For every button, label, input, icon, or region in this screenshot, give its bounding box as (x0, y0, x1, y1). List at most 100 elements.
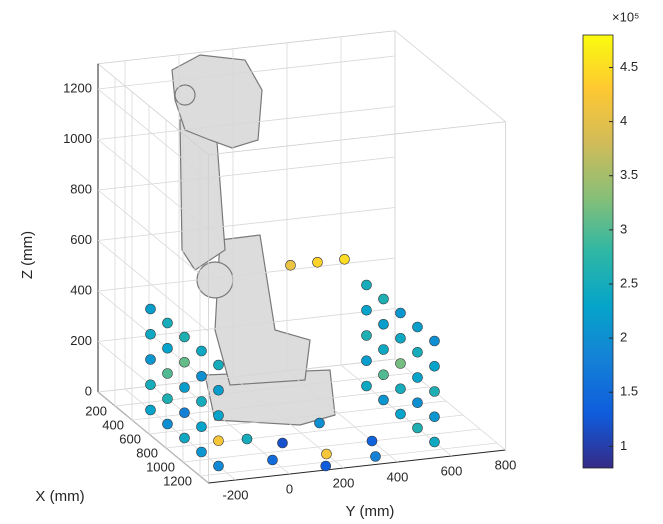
x-tick-label: 1000 (146, 459, 175, 474)
point (145, 328, 156, 340)
point (179, 331, 190, 343)
point (196, 345, 207, 357)
point (213, 410, 224, 421)
point (213, 359, 224, 371)
x-tick-label: 600 (119, 431, 141, 446)
point (179, 356, 190, 368)
point (196, 421, 207, 433)
point (429, 360, 440, 372)
point (378, 318, 389, 330)
point (145, 354, 156, 365)
points (145, 253, 440, 472)
y-axis-line (208, 449, 506, 484)
point (366, 435, 378, 447)
point (145, 303, 156, 315)
point (314, 417, 325, 429)
z-tick-label: 800 (70, 181, 92, 196)
y-tick-label: 200 (333, 475, 355, 490)
colorbar-exponent: ×10⁵ (612, 9, 639, 24)
x-tick-label: 800 (136, 445, 158, 460)
z-tick-label: 600 (70, 232, 92, 247)
point (321, 448, 332, 460)
box-edge (208, 121, 506, 156)
point (361, 279, 372, 291)
grid-line (97, 88, 209, 181)
grid-line (182, 428, 481, 463)
point (162, 317, 173, 329)
point (378, 369, 389, 381)
colorbar-tick-label: 4 (620, 113, 627, 128)
y-tick-label: 400 (387, 469, 409, 484)
y-tick-label: 600 (441, 463, 463, 478)
point (378, 293, 389, 305)
point (412, 397, 423, 409)
y-tick-label: -200 (222, 487, 248, 502)
point (412, 422, 423, 434)
point (196, 396, 207, 407)
grid-line (97, 156, 396, 191)
y-tick-label: 0 (286, 481, 293, 496)
x-tick-label: 1200 (163, 473, 192, 488)
point (179, 407, 190, 419)
point (395, 358, 406, 369)
grid-line (97, 106, 396, 140)
grid-line (199, 442, 498, 477)
point (213, 435, 224, 447)
grid-line (97, 189, 209, 282)
robot (171, 54, 336, 426)
point (429, 335, 440, 347)
z-tick-label: 400 (70, 282, 92, 297)
grid-line (286, 370, 398, 463)
colorbar-tick-label: 3.5 (620, 167, 638, 182)
point (339, 253, 350, 265)
point (241, 433, 253, 445)
box-edge (394, 30, 506, 123)
point (277, 437, 288, 449)
colorbar-tick-label: 2 (620, 330, 627, 345)
z-tick-label: 1000 (63, 131, 92, 146)
colorbar-tick-label: 3 (620, 221, 627, 236)
point (412, 372, 423, 383)
z-tick-label: 200 (70, 333, 92, 348)
point (162, 368, 173, 379)
point (429, 436, 440, 448)
point (361, 380, 372, 392)
grid-line (97, 391, 209, 484)
colorbar-tick-label: 1 (620, 438, 627, 453)
point (179, 432, 190, 444)
point (370, 451, 381, 462)
point (429, 386, 440, 397)
point (213, 384, 224, 396)
point (395, 408, 406, 420)
point (196, 446, 207, 458)
point (267, 454, 278, 466)
point (412, 321, 423, 333)
point (162, 418, 173, 430)
point (378, 394, 389, 406)
point (196, 370, 207, 382)
z-axis-label: Z (mm) (19, 231, 36, 279)
grid-line (97, 207, 396, 241)
colorbar-tick-label: 4.5 (620, 59, 638, 74)
point (145, 379, 156, 391)
point (162, 342, 173, 354)
point (395, 332, 406, 344)
point (213, 460, 224, 472)
point (285, 259, 296, 271)
point (395, 307, 406, 319)
x-axis-label: X (mm) (35, 488, 84, 505)
point (361, 304, 372, 316)
point (162, 393, 173, 405)
z-tick-label: 1200 (63, 80, 92, 95)
grid-line (97, 139, 209, 231)
y-tick-label: 800 (495, 457, 517, 472)
colorbar-tick-label: 2.5 (620, 275, 638, 290)
box-edge (97, 63, 209, 156)
point (361, 355, 372, 367)
point (145, 404, 156, 416)
colorbar-tick-label: 1.5 (620, 384, 638, 399)
point (412, 346, 423, 358)
point (361, 330, 372, 341)
point (320, 460, 332, 472)
